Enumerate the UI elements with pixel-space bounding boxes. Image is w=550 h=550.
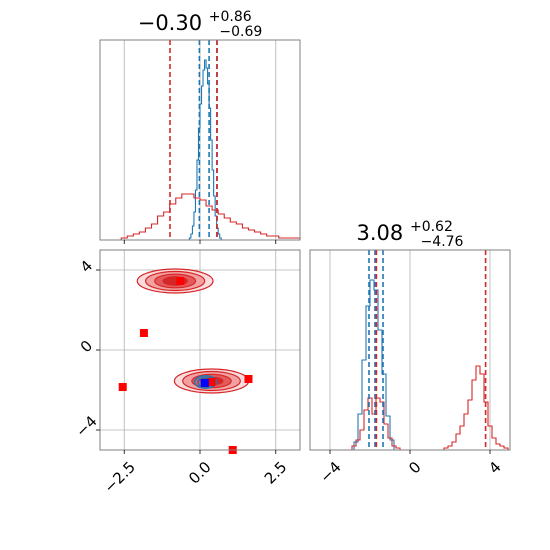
title-value: 3.08 — [357, 221, 404, 245]
y-tick-labels: −4 0 4 — [72, 257, 100, 441]
grid-lines — [100, 250, 300, 450]
histogram-step-line — [188, 59, 225, 241]
tick-marks — [123, 240, 277, 244]
quantile-lines — [368, 250, 487, 450]
title-lower-error: −4.76 — [421, 234, 464, 250]
y-tick-label: −4 — [72, 412, 100, 440]
title-upper-error: +0.62 — [410, 219, 453, 235]
marker-square — [244, 375, 253, 383]
histogram-step-line — [120, 193, 301, 240]
marginal-histogram-x-panel: −0.30 +0.86 −0.69 — [99, 2, 301, 244]
marker-square — [176, 277, 185, 285]
histogram-step-line — [353, 279, 395, 450]
grid-lines — [329, 250, 491, 450]
quantile-lines — [169, 40, 218, 240]
x-tick-label: 2.5 — [261, 458, 291, 488]
y-tick-label: 0 — [77, 337, 96, 356]
marginal-histogram-y-panel: −4 0 4 3.08 +0.62 −4.76 — [309, 212, 511, 486]
x-tick-label: 0.0 — [185, 458, 215, 488]
histogram-series — [120, 59, 301, 241]
tick-marks — [96, 269, 277, 454]
x-tick-label: 0 — [405, 458, 424, 477]
marker-square — [118, 383, 127, 391]
x-tick-labels: −4 0 4 — [316, 458, 504, 486]
panel-title: 3.08 +0.62 −4.76 — [357, 212, 464, 250]
joint-contour-panel: −2.5 0.0 2.5 −4 0 4 — [72, 249, 301, 497]
contour-level — [193, 375, 218, 389]
title-upper-error: +0.86 — [209, 9, 252, 25]
y-tick-label: 4 — [77, 257, 96, 276]
marker-square — [207, 378, 216, 386]
tick-marks — [329, 450, 491, 454]
x-tick-label: −2.5 — [100, 458, 138, 496]
title-value: −0.30 — [138, 11, 202, 35]
x-tick-label: −4 — [316, 458, 344, 486]
x-tick-label: 4 — [485, 458, 504, 477]
x-tick-labels: −2.5 0.0 2.5 — [100, 458, 290, 496]
density-contours — [136, 268, 250, 394]
panel-title: −0.30 +0.86 −0.69 — [138, 2, 263, 40]
marker-points — [118, 277, 253, 454]
marker-square — [139, 329, 148, 337]
marker-square — [200, 379, 209, 387]
title-lower-error: −0.69 — [219, 24, 262, 40]
